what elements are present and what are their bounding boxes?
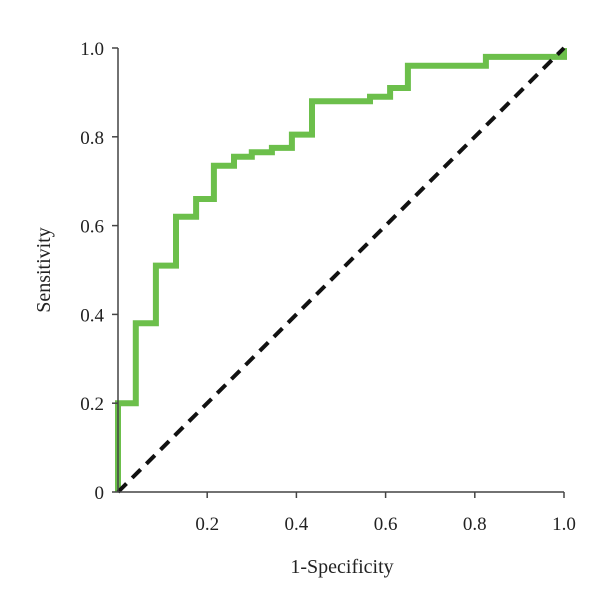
y-axis-title: Sensitivity [33, 227, 55, 313]
y-axis: 0 0.2 0.4 0.6 0.8 1.0 [80, 39, 119, 504]
x-tick-label: 1.0 [552, 514, 576, 535]
x-axis: 0.2 0.4 0.6 0.8 1.0 [118, 491, 576, 535]
y-tick-label: 1.0 [80, 39, 104, 60]
x-tick-label: 0.6 [374, 514, 398, 535]
x-tick-label: 0.8 [463, 514, 487, 535]
y-tick-label: 0.2 [80, 394, 104, 415]
x-axis-title: 1-Specificity [290, 556, 393, 578]
y-tick-label: 0.4 [80, 305, 104, 326]
x-tick-label: 0.4 [285, 514, 309, 535]
plot-area [115, 46, 567, 494]
x-tick-label: 0.2 [195, 514, 219, 535]
roc-curve-line [115, 48, 567, 492]
reference-line [116, 46, 566, 494]
y-tick-label: 0.8 [80, 128, 104, 149]
y-tick-label: 0.6 [80, 217, 104, 238]
y-tick-label: 0 [95, 483, 105, 504]
